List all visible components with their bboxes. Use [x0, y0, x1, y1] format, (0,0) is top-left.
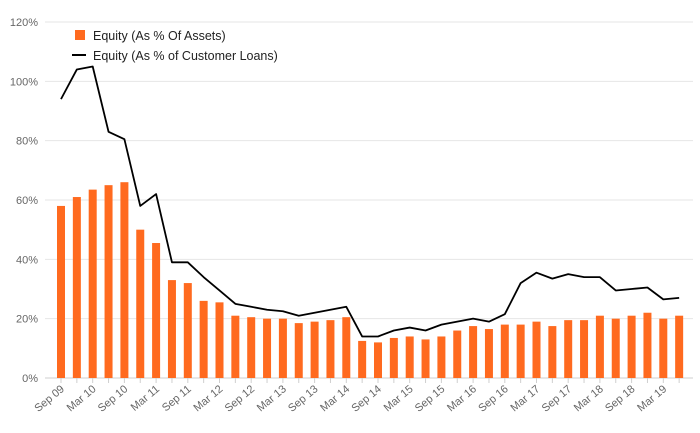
bar	[421, 339, 430, 378]
x-tick-label: Mar 11	[129, 383, 162, 414]
bar	[675, 315, 684, 378]
bar	[564, 320, 573, 378]
x-tick-label: Sep 11	[160, 383, 194, 414]
bar	[627, 315, 636, 378]
y-tick-label: 80%	[16, 136, 38, 148]
y-tick-label: 60%	[16, 195, 38, 207]
x-tick-label: Mar 13	[255, 383, 289, 414]
bar	[374, 342, 382, 378]
x-tick-label: Mar 18	[572, 383, 606, 414]
legend-label-assets: Equity (As % Of Assets)	[93, 29, 226, 43]
bar-series	[57, 182, 684, 378]
bar	[548, 326, 557, 378]
bar	[278, 318, 287, 378]
bar	[247, 317, 256, 378]
bar	[342, 317, 351, 378]
y-tick-label: 40%	[16, 254, 38, 266]
bar	[104, 185, 113, 378]
bar	[389, 337, 398, 378]
bar	[263, 318, 272, 378]
x-tick-label: Sep 10	[96, 383, 130, 415]
bar	[199, 300, 208, 378]
bar	[57, 205, 65, 378]
bar	[580, 320, 589, 378]
bar	[516, 324, 525, 378]
y-tick-label: 20%	[16, 314, 38, 326]
bar	[659, 318, 668, 378]
line-series	[60, 65, 680, 338]
x-tick-label: Mar 10	[65, 383, 99, 414]
bar	[532, 321, 541, 378]
bar	[294, 323, 303, 378]
x-tick-label: Sep 17	[540, 383, 574, 415]
x-tick-label: Mar 16	[445, 383, 479, 414]
bar	[595, 315, 604, 378]
x-tick-label: Mar 17	[508, 383, 542, 414]
bar	[72, 197, 81, 378]
bar	[484, 329, 493, 378]
x-tick-label: Mar 14	[318, 383, 352, 414]
bar	[500, 324, 509, 378]
bar	[611, 318, 620, 378]
legend-label-loans: Equity (As % of Customer Loans)	[93, 49, 278, 63]
bar	[88, 189, 97, 378]
bar	[405, 336, 414, 378]
y-axis-tick-labels: 0% 20% 40% 60% 80% 100% 120%	[10, 17, 38, 385]
bar	[231, 315, 240, 378]
y-tick-label: 0%	[22, 373, 38, 385]
x-tick-label: Sep 16	[476, 383, 510, 415]
bar	[358, 340, 367, 378]
x-tick-label: Sep 15	[413, 383, 447, 415]
bar	[120, 182, 129, 378]
legend: Equity (As % Of Assets) Equity (As % of …	[72, 29, 278, 63]
y-tick-label: 120%	[10, 17, 38, 29]
x-tick-label: Mar 15	[382, 383, 416, 414]
x-tick-label: Sep 12	[223, 383, 257, 415]
x-tick-label: Sep 14	[349, 383, 383, 415]
x-tick-label: Sep 13	[286, 383, 320, 415]
x-tick-label: Sep 09	[32, 383, 66, 415]
bar	[183, 283, 192, 378]
legend-swatch-bar	[75, 30, 85, 40]
bar	[453, 330, 462, 378]
y-tick-label: 100%	[10, 76, 38, 88]
bar	[152, 243, 161, 378]
bar	[437, 336, 446, 378]
x-tick-label: Mar 19	[635, 383, 669, 414]
bar	[167, 280, 176, 378]
bar	[136, 229, 145, 378]
x-tick-label: Mar 12	[191, 383, 225, 414]
bar	[469, 326, 478, 378]
bar	[643, 312, 652, 378]
bar	[215, 302, 224, 378]
bar	[326, 320, 335, 378]
x-tick-label: Sep 18	[603, 383, 637, 415]
bar	[310, 321, 319, 378]
